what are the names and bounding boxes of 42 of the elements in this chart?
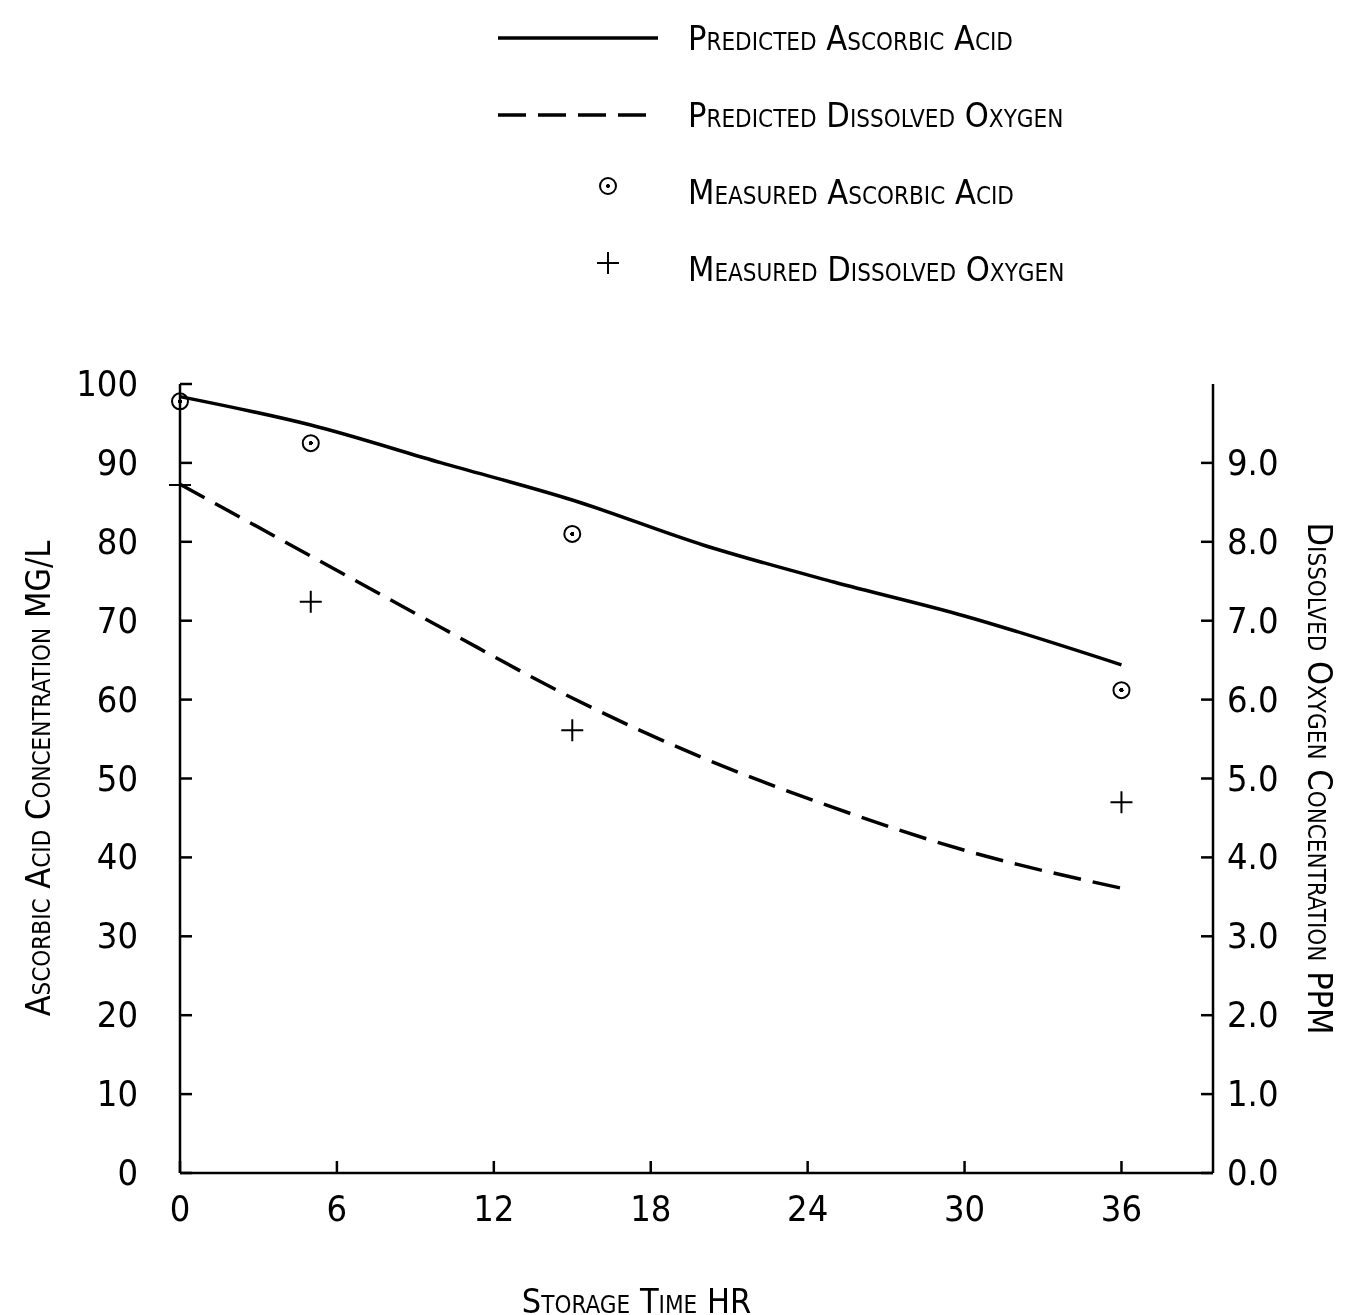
x-tick-label: 36 <box>1100 1188 1143 1229</box>
point <box>299 590 322 613</box>
y-tick-label: 60 <box>96 678 138 720</box>
y2-tick-label: 2.0 <box>1227 994 1279 1036</box>
point <box>1110 791 1133 814</box>
y-tick-label: 20 <box>96 994 138 1036</box>
legend-label: Measured Dissolved Oxygen <box>688 249 1065 289</box>
y-tick-label: 30 <box>96 915 138 957</box>
x-axis-title: Storage Time HR <box>521 1281 752 1315</box>
x-tick-label: 24 <box>787 1188 829 1229</box>
y2-tick-label: 3.0 <box>1227 915 1279 957</box>
y2-tick-label: 0.0 <box>1227 1152 1279 1193</box>
y-tick-label: 90 <box>96 441 138 483</box>
legend-label: Measured Ascorbic Acid <box>688 172 1014 212</box>
legend-label: Predicted Dissolved Oxygen <box>688 95 1064 135</box>
point <box>1112 681 1131 700</box>
y2-tick-label: 6.0 <box>1227 678 1279 720</box>
y2-tick-label: 9.0 <box>1227 441 1279 483</box>
point <box>171 392 189 411</box>
y-tick-label: 0 <box>117 1152 138 1193</box>
y2-tick-label: 8.0 <box>1227 520 1279 562</box>
y-tick-label: 40 <box>96 836 138 878</box>
y2-tick-label: 7.0 <box>1227 599 1279 641</box>
legend-label: Predicted Ascorbic Acid <box>688 18 1013 58</box>
y-tick-label: 70 <box>96 599 138 641</box>
y-tick-label: 100 <box>76 363 138 404</box>
y2-tick-label: 4.0 <box>1227 836 1279 878</box>
y-tick-label: 80 <box>96 520 138 562</box>
y2-tick-label: 5.0 <box>1227 757 1279 799</box>
x-tick-label: 6 <box>326 1188 348 1229</box>
y-axis-title: Ascorbic Acid Concentration MG/L <box>18 540 58 1017</box>
y2-tick-label: 1.0 <box>1227 1073 1279 1115</box>
point <box>301 434 320 453</box>
x-tick-label: 30 <box>943 1188 986 1229</box>
point <box>561 719 584 742</box>
point <box>563 524 582 543</box>
y-tick-label: 10 <box>96 1073 138 1115</box>
y-tick-label: 50 <box>96 757 138 799</box>
x-tick-label: 12 <box>473 1188 515 1229</box>
x-tick-label: 0 <box>169 1188 191 1229</box>
x-tick-label: 18 <box>630 1188 672 1229</box>
y2-axis-title: Dissolved Oxygen Concentration PPM <box>1300 522 1340 1035</box>
